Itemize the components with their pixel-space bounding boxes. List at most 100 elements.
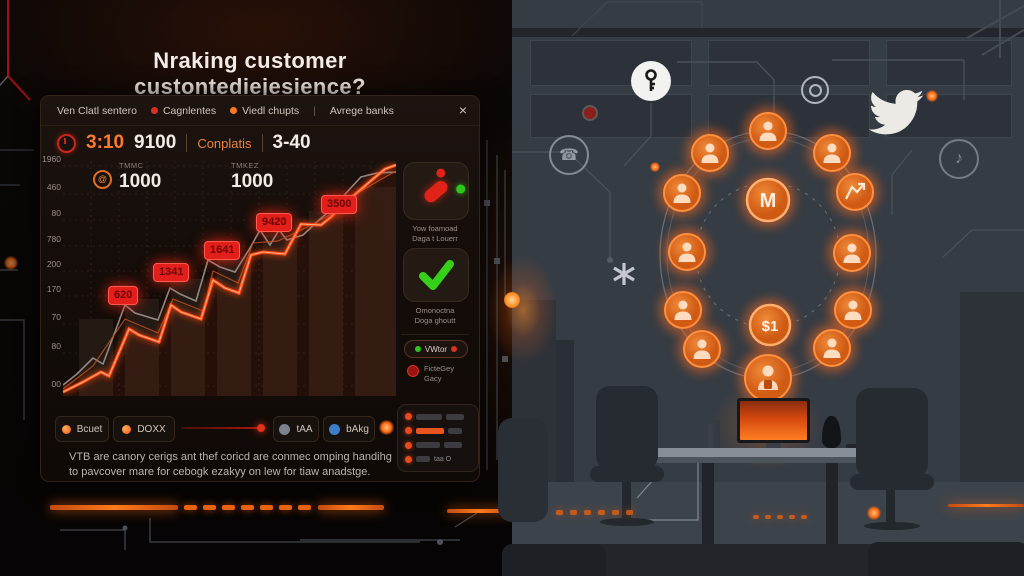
connector-line <box>181 424 265 432</box>
tab-average[interactable]: Avrege banks <box>329 104 394 117</box>
data-badge: 9420 <box>256 213 293 232</box>
office-chair <box>850 474 934 490</box>
caption-text: VTB are canory cerigs ant thef coricd ar… <box>69 451 392 478</box>
window-pane <box>708 94 870 138</box>
customer-avatar <box>658 169 706 217</box>
legend-row: taa O <box>405 455 471 463</box>
tab-charts[interactable]: Viedl chupts <box>230 105 299 117</box>
legend-row <box>405 441 471 449</box>
substat-value: 1000 <box>119 170 162 192</box>
book <box>708 424 713 449</box>
close-icon[interactable]: × <box>458 102 467 118</box>
desk-front <box>628 457 912 463</box>
desk-leg <box>702 463 714 545</box>
chair-base <box>864 522 920 530</box>
red-badge-icon <box>407 365 419 377</box>
y-tick: 1960 <box>42 154 61 164</box>
foreground-chair <box>502 544 606 576</box>
asterisk-icon <box>613 263 635 285</box>
glow-dot <box>650 162 660 172</box>
data-badge: 620 <box>108 286 139 305</box>
substat-label: TMMC <box>119 161 144 170</box>
floor <box>512 482 1024 544</box>
orange-divider-line <box>318 505 384 510</box>
page-title: Nraking customer custontediejesience? <box>134 48 366 99</box>
customer-avatar <box>808 324 856 372</box>
office-chair <box>856 388 928 478</box>
mini-legend-card: taa O <box>397 404 479 472</box>
green-dot-icon <box>414 346 421 352</box>
at-icon: @ <box>93 169 112 189</box>
stat-value: 3-40 <box>272 132 311 153</box>
orange-dot-icon <box>405 427 412 435</box>
desk-leg <box>826 463 838 545</box>
sidebar-note: FicteGey Gacy <box>407 364 454 384</box>
toolbar-divider: | <box>313 104 316 117</box>
speaker <box>822 416 841 448</box>
stats-row: 3:10 9100 Conplatis 3-40 <box>57 132 311 154</box>
twitter-bird-icon <box>868 90 924 135</box>
checkmark-icon <box>419 260 454 290</box>
phone-icon: ☎ <box>549 135 589 175</box>
substat-2: TMKEZ 1000 <box>231 162 273 191</box>
y-tick: 200 <box>46 259 61 269</box>
svg-text:M: M <box>760 190 777 212</box>
key-icon <box>631 61 671 101</box>
customer-network-diagram: M $1 <box>620 95 879 425</box>
stat-label: Conplatis <box>197 135 252 151</box>
card-label: Omonoctna Doga ghoutt <box>414 306 456 325</box>
orange-divider-line <box>447 509 512 513</box>
y-tick: 780 <box>46 234 61 244</box>
background-shape <box>556 340 574 485</box>
panel-toolbar: Ven Clatl sentero Cagnlentes Viedl chupt… <box>41 96 479 126</box>
red-dot-icon <box>451 346 458 352</box>
divider <box>261 134 263 152</box>
tab-overview[interactable]: Ven Clatl sentero <box>57 104 137 117</box>
negative-indicator-icon <box>421 166 468 205</box>
customer-avatar <box>678 325 726 373</box>
orange-dot-icon <box>122 424 132 434</box>
monitor <box>737 398 810 443</box>
status-pill[interactable]: VWtor <box>404 340 468 358</box>
dashboard-half: Nraking customer custontediejesience? Ve… <box>0 0 512 576</box>
filter-button-1[interactable]: Bcuet <box>55 416 109 442</box>
legend-row <box>405 413 471 420</box>
orange-dot-icon <box>61 424 71 434</box>
office-chair <box>596 386 658 470</box>
customer-avatar <box>686 129 734 177</box>
music-note-icon: ♪ <box>939 139 979 179</box>
glow-dot <box>926 90 938 102</box>
monitor-stand <box>766 443 781 451</box>
y-tick: 00 <box>51 379 61 389</box>
filter-button-4[interactable]: bAkg <box>323 416 375 442</box>
substat-label: TMKEZ <box>231 161 259 170</box>
chair-post <box>622 482 631 520</box>
left-edge-glow-dot <box>4 256 18 270</box>
filter-button-3[interactable]: tAA <box>273 416 319 442</box>
sentiment-positive-card[interactable] <box>403 248 469 302</box>
window-pane <box>708 40 870 86</box>
seam-glow-core <box>504 292 520 308</box>
grey-dot-icon <box>279 423 291 435</box>
substat-1: @ TMMC 1000 <box>93 162 161 191</box>
glow-dot <box>379 420 394 435</box>
tab-complaints[interactable]: Cagnlentes <box>150 105 216 117</box>
blue-dot-icon <box>329 423 341 435</box>
card-label: Yow foamoad Daga t Louerr <box>412 224 458 243</box>
desk-top <box>624 448 916 457</box>
target-icon <box>801 76 829 104</box>
window-pane <box>530 94 692 138</box>
chair-base <box>600 518 654 526</box>
y-tick: 70 <box>51 312 61 322</box>
red-node-dot <box>582 105 598 121</box>
sentiment-negative-card[interactable] <box>403 162 469 220</box>
illustration-half: ☎ ♪ <box>498 0 1024 576</box>
customer-avatar <box>663 228 711 276</box>
customer-avatar <box>828 229 876 277</box>
window-pane <box>886 40 1012 86</box>
data-badge: 1641 <box>204 241 241 260</box>
svg-text:$1: $1 <box>762 318 779 335</box>
filter-button-2[interactable]: DOXX <box>113 416 175 442</box>
y-tick: 170 <box>46 284 61 294</box>
stat-time: 3:10 <box>86 132 125 153</box>
